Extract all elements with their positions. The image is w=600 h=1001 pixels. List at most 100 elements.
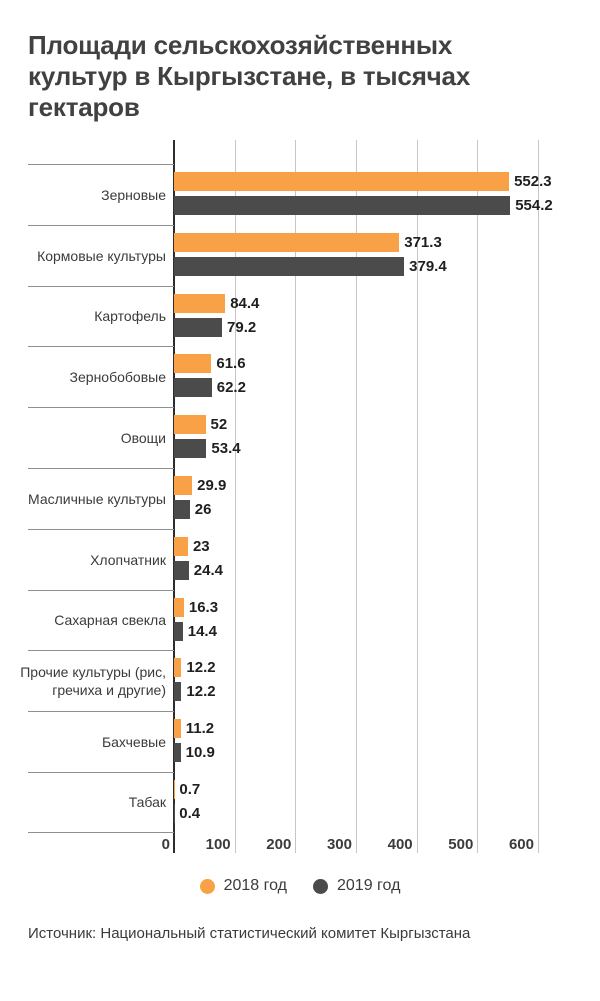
bar-value-label: 79.2 (227, 318, 256, 337)
bar-2019 (174, 500, 190, 519)
bar-line: 24.4 (174, 561, 588, 580)
bar-group: 371.3 379.4 (174, 225, 588, 286)
bar-value-label: 11.2 (186, 719, 214, 738)
bar-value-label: 10.9 (186, 743, 215, 762)
bar-line: 0.4 (174, 804, 588, 823)
bar-2019 (174, 682, 181, 701)
bar-value-label: 84.4 (230, 294, 259, 313)
source-note: Источник: Национальный статистический ко… (28, 925, 572, 942)
bar-2018 (174, 598, 184, 617)
bar-2019 (174, 318, 222, 337)
bar-line: 79.2 (174, 318, 588, 337)
bar-2019 (174, 196, 510, 215)
bar-2018 (174, 354, 211, 373)
bar-line: 53.4 (174, 439, 588, 458)
bar-line: 84.4 (174, 294, 588, 313)
category-row: Овощи 52 53.4 (28, 407, 588, 468)
bar-value-label: 53.4 (211, 439, 240, 458)
bar-line: 10.9 (174, 743, 588, 762)
bar-line: 0.7 (174, 780, 588, 799)
bar-line: 12.2 (174, 682, 588, 701)
x-tick-label: 600 (474, 837, 534, 853)
page-title-line: Площади сельскохозяйственных (28, 30, 572, 61)
category-row: Картофель 84.4 79.2 (28, 286, 588, 347)
bar-2019 (174, 257, 404, 276)
bar-value-label: 16.3 (189, 598, 218, 617)
bar-2018 (174, 719, 181, 738)
category-label: Картофель (28, 286, 174, 347)
category-row: Бахчевые 11.2 10.9 (28, 711, 588, 772)
bar-value-label: 0.7 (179, 780, 200, 799)
bar-2019 (174, 743, 181, 762)
bar-2019 (174, 378, 212, 397)
bar-value-label: 371.3 (404, 233, 442, 252)
category-label: Зерновые (28, 164, 174, 225)
bar-2018 (174, 294, 225, 313)
bar-group: 16.3 14.4 (174, 590, 588, 651)
x-tick-label: 0 (110, 837, 170, 853)
bar-2018 (174, 172, 509, 191)
bar-line: 11.2 (174, 719, 588, 738)
x-tick-label: 300 (292, 837, 352, 853)
bar-value-label: 12.2 (186, 658, 215, 677)
bar-line: 371.3 (174, 233, 588, 252)
legend-label-2019: 2019 год (337, 877, 400, 895)
x-tick-label: 500 (413, 837, 473, 853)
bar-group: 84.4 79.2 (174, 286, 588, 347)
bar-value-label: 0.4 (179, 804, 200, 823)
bar-group: 29.9 26 (174, 468, 588, 529)
bar-line: 16.3 (174, 598, 588, 617)
bar-line: 26 (174, 500, 588, 519)
bar-line: 552.3 (174, 172, 588, 191)
bar-line: 29.9 (174, 476, 588, 495)
bar-2018 (174, 658, 181, 677)
category-row: Кормовые культуры 371.3 379.4 (28, 225, 588, 286)
category-label: Овощи (28, 407, 174, 468)
legend-label-2018: 2018 год (224, 877, 287, 895)
category-label: Табак (28, 772, 174, 833)
bar-line: 52 (174, 415, 588, 434)
bar-line: 379.4 (174, 257, 588, 276)
bar-value-label: 52 (211, 415, 228, 434)
bar-2019 (174, 622, 183, 641)
bar-group: 12.2 12.2 (174, 650, 588, 711)
bar-value-label: 14.4 (188, 622, 217, 641)
bar-2019 (174, 561, 189, 580)
legend-dot-2019-icon (313, 879, 328, 894)
x-tick-label: 400 (353, 837, 413, 853)
bar-2018 (174, 476, 192, 495)
x-tick-label: 200 (231, 837, 291, 853)
bar-line: 61.6 (174, 354, 588, 373)
category-row: Прочие культуры (рис, гречиха и другие)1… (28, 650, 588, 711)
bar-2018 (174, 537, 188, 556)
bar-line: 14.4 (174, 622, 588, 641)
bar-group: 52 53.4 (174, 407, 588, 468)
page-title-line: гектаров (28, 92, 572, 123)
category-label: Прочие культуры (рис, гречиха и другие) (28, 650, 174, 711)
bar-group: 552.3 554.2 (174, 164, 588, 225)
bar-value-label: 23 (193, 537, 210, 556)
legend-item-2019: 2019 год (313, 877, 400, 895)
bar-value-label: 12.2 (186, 682, 215, 701)
category-label: Бахчевые (28, 711, 174, 772)
bar-group: 11.2 10.9 (174, 711, 588, 772)
category-label: Кормовые культуры (28, 225, 174, 286)
category-label: Зернобобовые (28, 346, 174, 407)
bar-2019 (174, 439, 206, 458)
page-title-line: культур в Кыргызстане, в тысячах (28, 61, 572, 92)
legend: 2018 год 2019 год (0, 877, 600, 895)
bar-value-label: 29.9 (197, 476, 226, 495)
bar-line: 554.2 (174, 196, 588, 215)
legend-dot-2018-icon (200, 879, 215, 894)
x-tick-label: 100 (171, 837, 231, 853)
bar-2018 (174, 233, 399, 252)
category-label: Масличные культуры (28, 468, 174, 529)
